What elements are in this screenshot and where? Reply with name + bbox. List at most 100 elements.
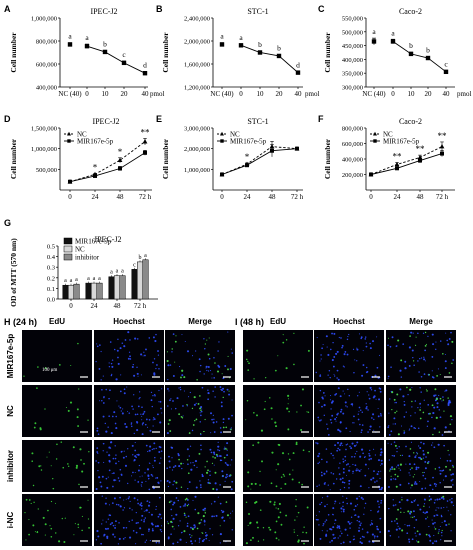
cell-dot bbox=[274, 421, 277, 424]
cell-dot bbox=[339, 421, 342, 424]
cell-dot bbox=[410, 331, 413, 334]
cell-dot bbox=[178, 413, 181, 416]
cell-dot bbox=[407, 510, 410, 513]
cell-dot bbox=[431, 488, 434, 491]
cell-dot bbox=[77, 526, 79, 529]
cell-dot bbox=[318, 401, 320, 404]
cell-dot bbox=[169, 399, 171, 402]
cell-dot bbox=[376, 473, 379, 476]
cell-dot bbox=[172, 374, 175, 377]
cell-dot bbox=[102, 415, 105, 418]
cell-dot bbox=[127, 410, 129, 412]
cell-dot bbox=[447, 343, 450, 346]
cell-dot bbox=[409, 474, 411, 476]
cell-dot bbox=[320, 471, 323, 474]
cell-dot bbox=[219, 386, 222, 388]
series-line-nc bbox=[69, 141, 146, 183]
cell-dot bbox=[336, 526, 339, 529]
cell-dot bbox=[398, 536, 400, 538]
cell-dot bbox=[167, 405, 169, 407]
cell-dot bbox=[353, 415, 355, 418]
cell-dot bbox=[224, 462, 227, 464]
cell-dot bbox=[194, 540, 196, 542]
cell-dot bbox=[373, 418, 375, 421]
cell-dot bbox=[177, 453, 180, 455]
cell-dot bbox=[109, 389, 111, 392]
cell-dot bbox=[205, 367, 207, 369]
cell-dot bbox=[301, 483, 304, 486]
cell-dot bbox=[128, 412, 131, 414]
cell-dot bbox=[259, 509, 262, 512]
cell-dot bbox=[77, 523, 80, 526]
cell-dot bbox=[264, 400, 266, 403]
cell-dot bbox=[100, 350, 102, 353]
y-tick-label: 200,000 bbox=[342, 172, 363, 179]
cell-dot bbox=[368, 394, 370, 396]
cell-dot bbox=[351, 403, 354, 406]
cell-dot bbox=[205, 534, 208, 537]
cell-dot bbox=[433, 514, 436, 517]
cell-dot bbox=[389, 468, 392, 471]
cell-dot bbox=[36, 387, 38, 389]
cell-dot bbox=[221, 475, 224, 478]
cell-dot bbox=[115, 454, 117, 456]
cell-dot bbox=[354, 514, 357, 517]
cell-dot bbox=[248, 513, 251, 515]
cell-dot bbox=[318, 484, 320, 486]
cell-dot bbox=[414, 456, 417, 459]
cell-dot bbox=[207, 398, 210, 401]
cell-dot bbox=[397, 525, 399, 527]
cell-dot bbox=[224, 446, 226, 448]
cell-dot bbox=[271, 451, 274, 454]
cell-dot bbox=[342, 508, 345, 511]
cell-dot bbox=[331, 358, 334, 362]
cell-dot bbox=[358, 406, 361, 409]
cell-dot bbox=[433, 535, 435, 537]
cell-dot bbox=[403, 416, 406, 418]
cell-dot bbox=[118, 460, 120, 463]
cell-dot bbox=[394, 444, 397, 447]
y-tick-label: 1,200,000 bbox=[184, 85, 210, 92]
cell-dot bbox=[226, 449, 228, 451]
cell-dot bbox=[248, 362, 250, 365]
cell-dot bbox=[346, 406, 348, 408]
cell-dot bbox=[346, 338, 349, 341]
cell-dot bbox=[178, 464, 181, 468]
cell-dot bbox=[124, 339, 127, 341]
y-tick-label: 600,000 bbox=[342, 141, 363, 148]
cell-dot bbox=[419, 406, 421, 408]
cell-dot bbox=[342, 445, 344, 447]
cell-dot bbox=[379, 412, 382, 415]
cell-dot bbox=[435, 540, 438, 543]
cell-dot bbox=[148, 478, 150, 480]
cell-dot bbox=[159, 400, 162, 403]
cell-dot bbox=[424, 477, 427, 480]
cell-dot bbox=[273, 503, 276, 506]
cell-dot bbox=[364, 502, 367, 505]
cell-dot bbox=[246, 400, 249, 402]
cell-dot bbox=[40, 465, 42, 467]
cell-dot bbox=[181, 369, 184, 372]
cell-dot bbox=[211, 462, 214, 464]
cell-dot bbox=[351, 442, 354, 445]
y-tick-label: 0.3 bbox=[47, 265, 55, 272]
cell-dot bbox=[34, 422, 37, 425]
cell-dot bbox=[329, 541, 331, 543]
cell-dot bbox=[435, 397, 438, 401]
cell-dot bbox=[414, 427, 417, 430]
cell-dot bbox=[388, 433, 391, 436]
cell-dot bbox=[452, 466, 455, 468]
cell-dot bbox=[403, 430, 405, 432]
cell-dot bbox=[283, 475, 286, 477]
cell-dot bbox=[403, 432, 405, 435]
cell-dot bbox=[380, 486, 384, 489]
cell-dot bbox=[362, 350, 364, 352]
cell-dot bbox=[204, 524, 206, 526]
cell-dot bbox=[419, 508, 422, 511]
cell-dot bbox=[168, 481, 171, 484]
cell-dot bbox=[363, 507, 365, 509]
cell-dot bbox=[169, 364, 172, 366]
cell-dot bbox=[148, 488, 151, 491]
cell-dot bbox=[111, 365, 114, 368]
